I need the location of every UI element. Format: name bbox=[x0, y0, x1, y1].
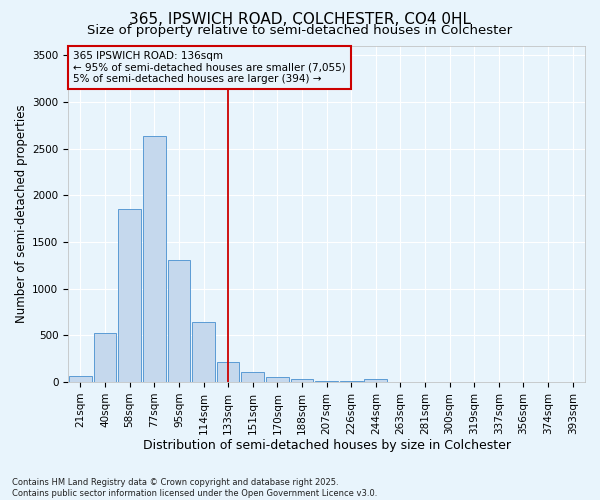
Text: Contains HM Land Registry data © Crown copyright and database right 2025.
Contai: Contains HM Land Registry data © Crown c… bbox=[12, 478, 377, 498]
Bar bbox=[241, 372, 264, 382]
Bar bbox=[266, 378, 289, 382]
Bar bbox=[315, 380, 338, 382]
Y-axis label: Number of semi-detached properties: Number of semi-detached properties bbox=[15, 104, 28, 324]
Bar bbox=[217, 362, 239, 382]
Text: Size of property relative to semi-detached houses in Colchester: Size of property relative to semi-detach… bbox=[88, 24, 512, 37]
Bar bbox=[143, 136, 166, 382]
Bar bbox=[364, 380, 387, 382]
X-axis label: Distribution of semi-detached houses by size in Colchester: Distribution of semi-detached houses by … bbox=[143, 440, 511, 452]
Bar bbox=[192, 322, 215, 382]
Bar bbox=[290, 379, 313, 382]
Bar bbox=[118, 210, 141, 382]
Bar bbox=[167, 260, 190, 382]
Text: 365 IPSWICH ROAD: 136sqm
← 95% of semi-detached houses are smaller (7,055)
5% of: 365 IPSWICH ROAD: 136sqm ← 95% of semi-d… bbox=[73, 51, 346, 84]
Bar bbox=[69, 376, 92, 382]
Bar bbox=[340, 381, 362, 382]
Bar bbox=[94, 332, 116, 382]
Text: 365, IPSWICH ROAD, COLCHESTER, CO4 0HL: 365, IPSWICH ROAD, COLCHESTER, CO4 0HL bbox=[129, 12, 471, 28]
